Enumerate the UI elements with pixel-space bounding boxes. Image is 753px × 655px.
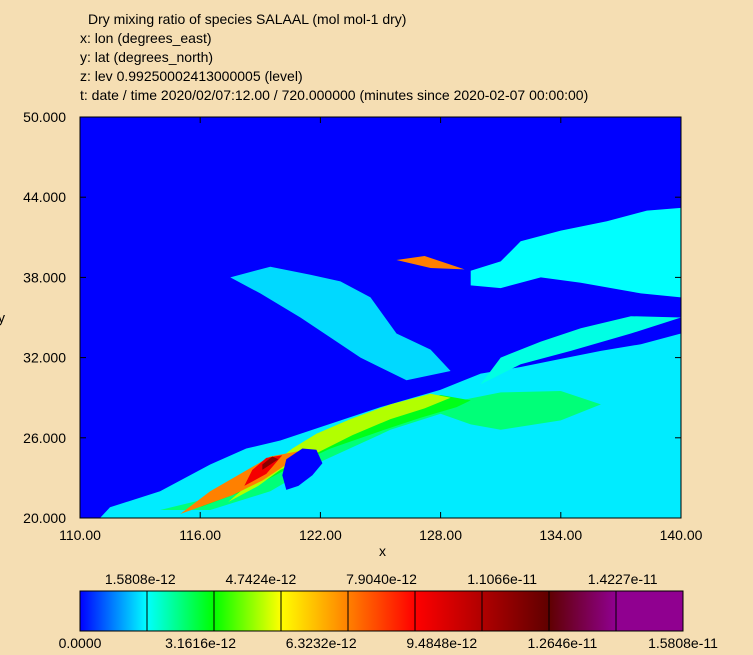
x-tick-label: 134.00 [539,527,582,543]
colorbar-label-bottom: 0.0000 [59,635,102,651]
y-axis-label: y [0,310,5,326]
chart-header: Dry mixing ratio of species SALAAL (mol … [80,10,588,105]
field-region-dark-red-core [262,456,279,470]
field-region-sea-of-japan-band [470,207,681,298]
colorbar-label-bottom: 1.5808e-11 [648,635,718,651]
y-axis-info: y: lat (degrees_north) [80,49,214,65]
field-region-korea-jet [396,256,465,270]
chart-title: Dry mixing ratio of species SALAAL (mol … [88,11,407,27]
x-tick-label: 122.00 [299,527,342,543]
field-region-taiwan-island [282,448,323,490]
y-tick-label: 44.000 [23,189,66,205]
colorbar-segment [80,591,147,631]
colorbar-label-top: 1.1066e-11 [467,571,537,587]
colorbar-segment [214,591,281,631]
colorbar-label-bottom: 3.1616e-12 [165,635,236,651]
colorbar-segment [616,591,683,631]
colorbar-segment [482,591,549,631]
x-tick-label: 110.00 [59,527,101,543]
y-tick-label: 26.000 [23,430,66,446]
z-level-info: z: lev 0.99250002413000005 (level) [80,68,303,84]
colorbar-segment [549,591,616,631]
x-axis-label: x [379,543,386,559]
field-region-green-band [200,395,471,508]
field-region-land-band-mid [160,391,601,510]
colorbar-frame [79,590,684,632]
y-tick-label: 32.000 [23,350,66,366]
colorbar-segment [348,591,415,631]
plot-frame [79,116,682,519]
colorbar-segment [281,591,348,631]
colorbar-label-top: 1.4227e-11 [588,571,658,587]
field-region-pacific-band [480,316,681,385]
colorbar-label-bottom: 6.3232e-12 [286,635,357,651]
x-tick-label: 116.00 [179,527,221,543]
colorbar-label-bottom: 9.4848e-12 [406,635,477,651]
x-tick-label: 140.00 [660,527,703,543]
colorbar-label-top: 7.9040e-12 [346,571,417,587]
colorbar-segment [147,591,214,631]
x-tick-label: 128.00 [419,527,462,543]
y-tick-label: 38.000 [23,269,66,285]
colorbar-label-bottom: 1.2646e-11 [527,635,597,651]
x-axis-info: x: lon (degrees_east) [80,30,212,46]
field-region-yellow-core [228,393,451,502]
colorbar-label-top: 4.7424e-12 [225,571,296,587]
time-info: t: date / time 2020/02/07:12.00 / 720.00… [80,87,589,103]
colorbar-segment [415,591,482,631]
colorbar-label-top: 1.5808e-12 [105,571,176,587]
y-tick-label: 20.000 [23,510,66,526]
y-tick-label: 50.000 [23,109,66,125]
field-region-northern-flow-low [230,266,451,381]
